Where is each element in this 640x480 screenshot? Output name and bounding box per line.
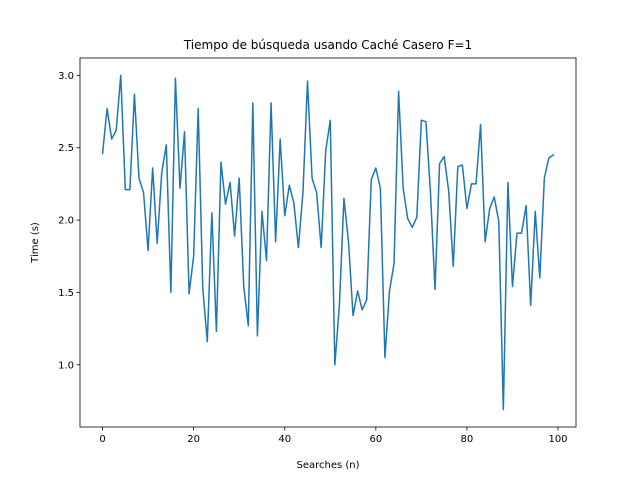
plot-frame	[79, 57, 577, 428]
x-tick-label: 20	[187, 434, 200, 445]
y-tick-label: 1.0	[58, 360, 74, 371]
x-tick-label: 0	[99, 434, 105, 445]
chart-title: Tiempo de búsqueda usando Caché Casero F…	[183, 38, 472, 52]
y-axis-label: Time (s)	[30, 222, 41, 264]
y-tick-label: 3.0	[58, 71, 74, 82]
y-axis: 1.0 1.5 2.0 2.5 3.0	[58, 71, 80, 371]
x-tick-label: 80	[461, 434, 474, 445]
x-axis-label: Searches (n)	[296, 460, 359, 471]
plot-area	[101, 74, 555, 411]
y-tick-label: 1.5	[58, 288, 74, 299]
y-tick-label: 2.5	[58, 143, 74, 154]
x-axis: 0 20 40 60 80 100	[99, 427, 568, 445]
x-tick-label: 40	[278, 434, 291, 445]
y-tick-label: 2.0	[58, 216, 74, 227]
x-tick-label: 100	[548, 434, 567, 445]
x-tick-label: 60	[369, 434, 382, 445]
series-line-0	[101, 74, 555, 411]
